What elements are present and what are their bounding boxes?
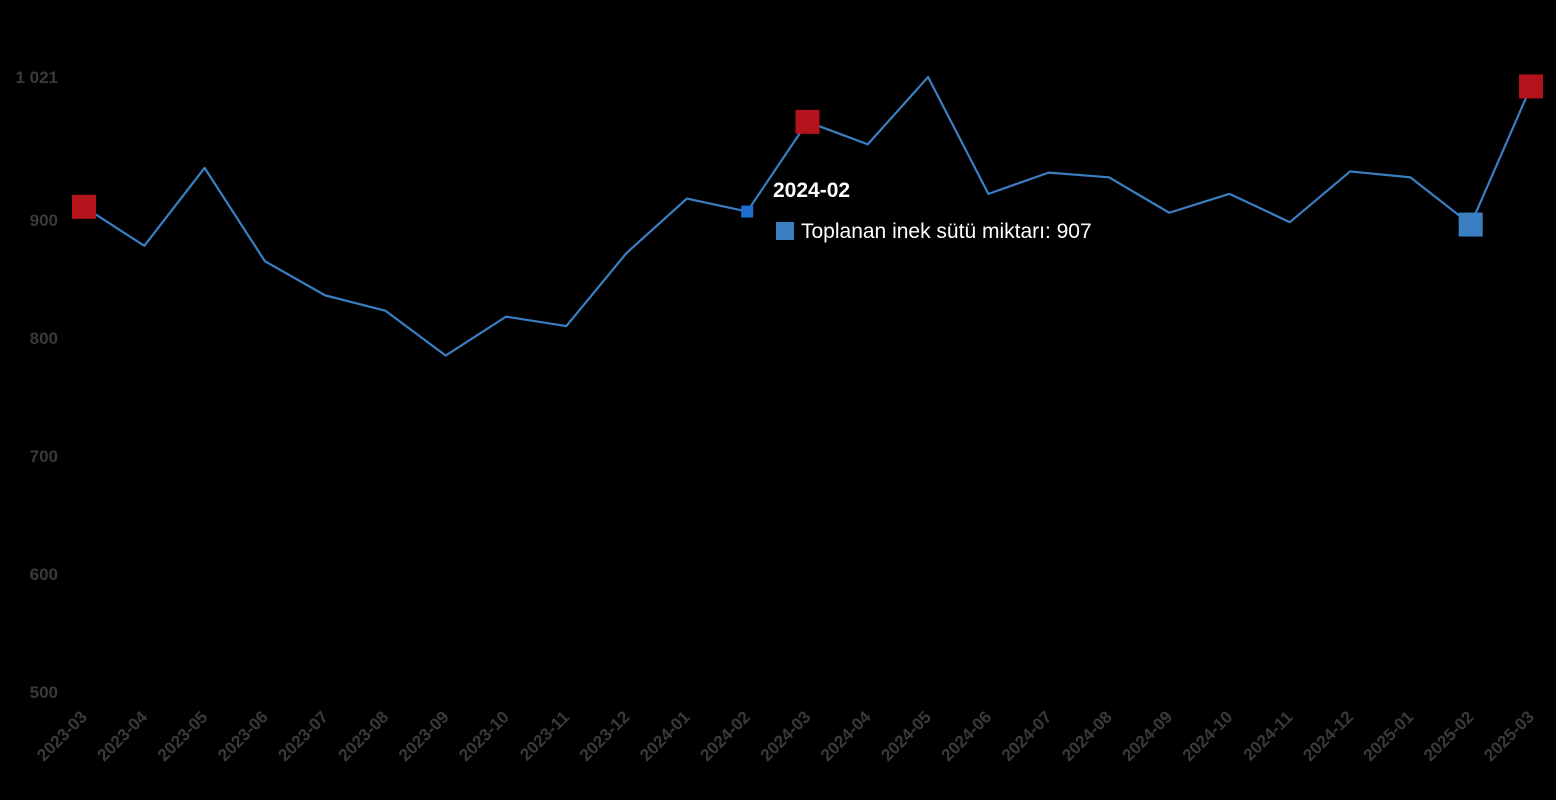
- y-tick-label: 500: [30, 683, 58, 702]
- y-tick-label: 900: [30, 211, 58, 230]
- x-tick-label: 2023-09: [395, 707, 453, 765]
- x-tick-label: 2023-07: [274, 707, 332, 765]
- x-tick-label: 2024-10: [1179, 707, 1237, 765]
- tooltip-row: Toplanan inek sütü miktarı: 907: [776, 220, 1092, 244]
- x-tick-label: 2023-06: [214, 707, 272, 765]
- x-tick-label: 2023-10: [455, 707, 513, 765]
- x-tick-label: 2025-03: [1480, 707, 1538, 765]
- y-tick-label: 700: [30, 447, 58, 466]
- x-tick-label: 2024-09: [1119, 707, 1177, 765]
- tooltip-value-label: Toplanan inek sütü miktarı: 907: [801, 220, 1092, 243]
- x-tick-label: 2024-06: [938, 707, 996, 765]
- max-marker: [72, 194, 96, 219]
- x-tick-label: 2025-02: [1420, 707, 1478, 765]
- max-marker: [1519, 74, 1543, 99]
- tooltip: 2024-02 Toplanan inek sütü miktarı: 907: [770, 172, 1150, 252]
- x-tick-label: 2023-08: [335, 707, 393, 765]
- x-tick-label: 2023-11: [516, 707, 573, 764]
- max-marker: [795, 109, 820, 134]
- x-tick-label: 2023-12: [576, 707, 634, 765]
- y-tick-label: 1 021: [15, 68, 58, 87]
- x-tick-label: 2023-04: [94, 707, 152, 765]
- x-tick-label: 2024-12: [1299, 707, 1357, 765]
- x-tick-label: 2023-05: [154, 707, 212, 765]
- x-tick-label: 2024-05: [877, 707, 935, 765]
- y-tick-label: 600: [30, 565, 58, 584]
- x-tick-label: 2024-03: [757, 707, 815, 765]
- hover-marker: [741, 205, 754, 218]
- x-tick-label: 2024-02: [696, 707, 754, 765]
- x-tick-label: 2024-01: [636, 707, 694, 765]
- min-marker: [1458, 212, 1483, 237]
- x-tick-label: 2024-11: [1240, 707, 1297, 764]
- x-tick-label: 2024-08: [1058, 707, 1116, 765]
- x-tick-label: 2024-04: [817, 707, 875, 765]
- tooltip-title: 2024-02: [773, 179, 851, 202]
- y-tick-label: 800: [30, 329, 58, 348]
- x-tick-label: 2025-01: [1360, 707, 1418, 765]
- tooltip-swatch: [776, 222, 794, 240]
- x-tick-label: 2023-03: [33, 707, 91, 765]
- x-tick-label: 2024-07: [998, 707, 1056, 765]
